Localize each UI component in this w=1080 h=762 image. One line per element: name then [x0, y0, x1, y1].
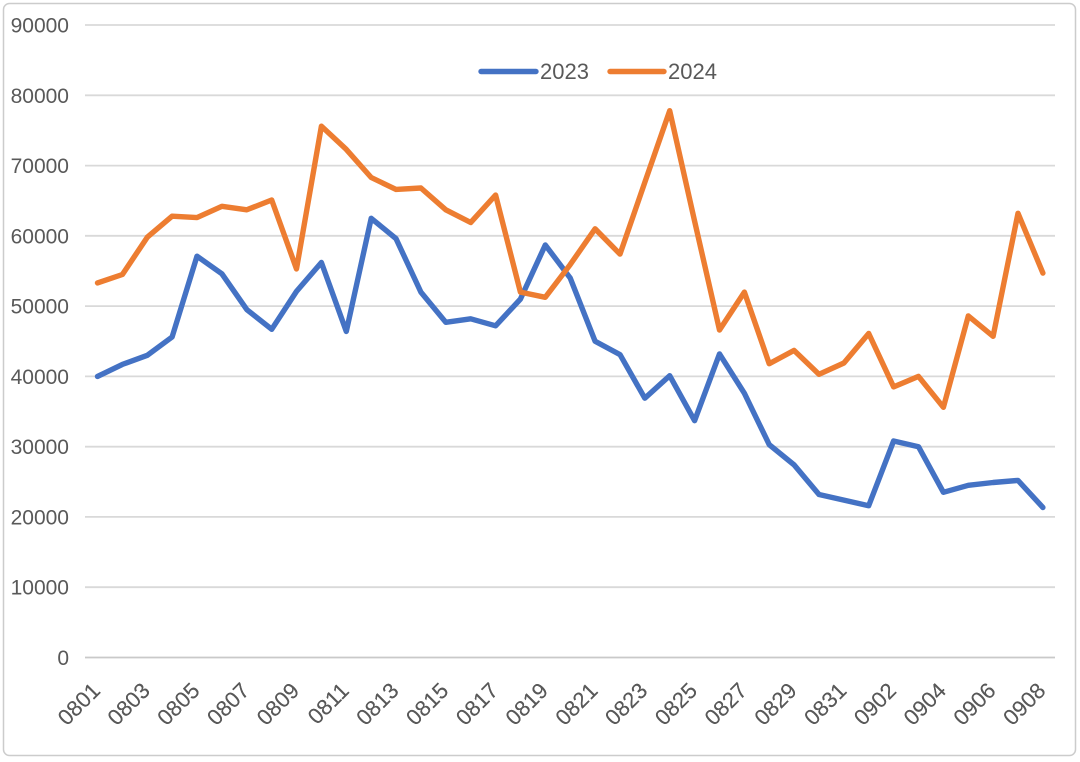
svg-text:50000: 50000 — [11, 296, 69, 319]
svg-text:60000: 60000 — [11, 225, 69, 248]
svg-text:80000: 80000 — [11, 85, 69, 108]
svg-text:10000: 10000 — [11, 577, 69, 600]
svg-text:20000: 20000 — [11, 506, 69, 529]
svg-text:0: 0 — [57, 647, 69, 670]
svg-text:30000: 30000 — [11, 436, 69, 459]
svg-text:2024: 2024 — [668, 59, 717, 84]
svg-text:40000: 40000 — [11, 366, 69, 389]
svg-text:70000: 70000 — [11, 155, 69, 178]
svg-text:90000: 90000 — [11, 15, 69, 38]
svg-text:2023: 2023 — [540, 59, 589, 84]
